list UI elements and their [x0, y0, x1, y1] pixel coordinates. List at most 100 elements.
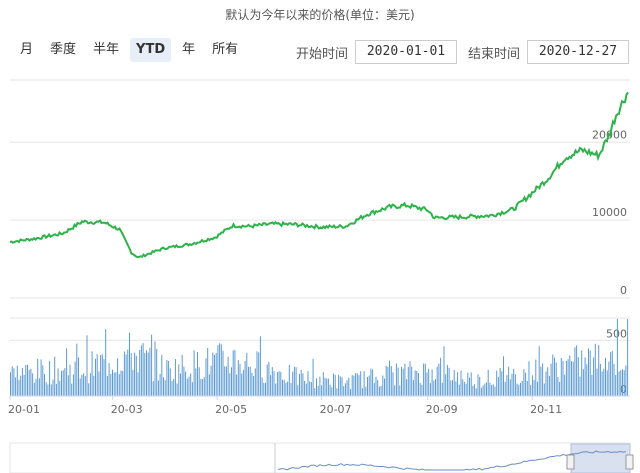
volume-bar	[401, 366, 402, 396]
volume-bar	[324, 377, 326, 396]
volume-bar	[81, 374, 83, 396]
volume-bar	[463, 381, 465, 396]
volume-bar	[479, 376, 481, 396]
range-button-ytd[interactable]: YTD	[130, 38, 172, 62]
volume-bar	[482, 385, 484, 396]
volume-bar	[384, 378, 385, 396]
volume-bar	[535, 359, 537, 396]
volume-bar	[219, 343, 221, 396]
volume-bar	[203, 377, 205, 396]
volume-bar	[261, 377, 263, 396]
volume-bar	[574, 347, 576, 396]
volume-bar	[18, 379, 20, 396]
volume-bar	[195, 368, 197, 396]
volume-bar	[406, 379, 408, 396]
volume-bar	[86, 335, 88, 396]
volume-bar	[526, 380, 528, 396]
volume-bar	[110, 374, 112, 396]
volume-bar	[23, 374, 25, 396]
volume-bar	[389, 360, 391, 396]
range-button-year[interactable]: 年	[176, 38, 202, 62]
volume-bar	[176, 383, 178, 396]
volume-bar	[210, 365, 212, 396]
price-y-tick-label: 0	[620, 284, 627, 297]
volume-bar	[613, 363, 615, 396]
end-date-input[interactable]: 2020-12-27	[527, 40, 629, 64]
navigator-handle-right[interactable]	[625, 454, 634, 470]
volume-bar	[256, 351, 258, 396]
volume-bar	[363, 371, 365, 396]
volume-bar	[287, 381, 289, 396]
volume-bar	[67, 375, 69, 396]
volume-bar	[436, 366, 438, 396]
volume-bar	[412, 379, 414, 396]
volume-bar	[537, 381, 538, 396]
volume-bar	[146, 350, 147, 396]
volume-bar	[212, 352, 214, 396]
volume-bar	[499, 368, 501, 396]
volume-bar	[351, 375, 353, 396]
x-tick-label: 20-01	[8, 403, 40, 416]
volume-bar	[72, 374, 74, 396]
volume-bar	[438, 363, 440, 396]
volume-bar	[64, 368, 66, 396]
volume-bar	[300, 369, 302, 396]
volume-bar	[547, 367, 549, 396]
volume-bar	[543, 383, 545, 396]
range-button-month[interactable]: 月	[14, 38, 40, 62]
volume-bar	[475, 388, 477, 396]
volume-bar	[88, 383, 90, 396]
volume-bar	[55, 383, 57, 396]
range-button-quarter[interactable]: 季度	[44, 38, 83, 62]
range-button-half-year[interactable]: 半年	[87, 38, 126, 62]
volume-bar	[295, 367, 297, 396]
volume-bar	[71, 383, 73, 396]
end-date-label: 结束时间	[468, 47, 521, 62]
volume-bar	[13, 368, 15, 396]
volume-bar	[91, 351, 93, 396]
volume-bar	[202, 379, 204, 396]
volume-bar	[545, 371, 547, 396]
volume-bar	[399, 385, 401, 396]
volume-bar	[346, 380, 348, 396]
volume-bar	[283, 379, 285, 396]
volume-bar	[327, 378, 329, 396]
volume-bar	[11, 366, 13, 396]
range-button-all[interactable]: 所有	[206, 38, 245, 62]
volume-bar	[540, 366, 542, 396]
volume-bar	[178, 364, 180, 396]
volume-bar	[511, 373, 513, 396]
volume-bar	[66, 348, 68, 396]
volume-bar	[611, 351, 613, 396]
volume-bar	[317, 385, 319, 396]
volume-bar	[40, 359, 42, 396]
chart-subtitle: 默认为今年以来的价格(单位：美元)	[225, 8, 415, 22]
volume-bar	[407, 367, 409, 396]
volume-bar	[428, 368, 430, 396]
volume-bar	[314, 388, 316, 396]
volume-bar	[215, 353, 217, 396]
volume-bar	[458, 384, 460, 396]
volume-bar	[486, 382, 487, 396]
volume-bar	[462, 379, 464, 396]
volume-bar	[533, 379, 535, 396]
navigator-handle-left[interactable]	[566, 454, 575, 470]
volume-bar	[142, 343, 144, 396]
start-date-input[interactable]: 2020-01-01	[355, 40, 457, 64]
volume-bar	[382, 375, 384, 396]
volume-bar	[581, 350, 583, 396]
volume-bar	[372, 369, 374, 396]
volume-bar	[113, 372, 115, 396]
volume-bar	[266, 364, 268, 396]
volume-bar	[552, 354, 554, 396]
volume-bar	[25, 365, 27, 396]
volume-bar	[122, 370, 124, 396]
volume-bar	[237, 360, 239, 396]
volume-bar	[589, 350, 591, 396]
volume-bar	[321, 385, 323, 396]
volume-bar	[100, 355, 102, 396]
volume-bar	[431, 369, 433, 396]
volume-bar	[305, 383, 307, 396]
volume-bar	[108, 363, 110, 396]
volume-bar	[567, 359, 569, 396]
